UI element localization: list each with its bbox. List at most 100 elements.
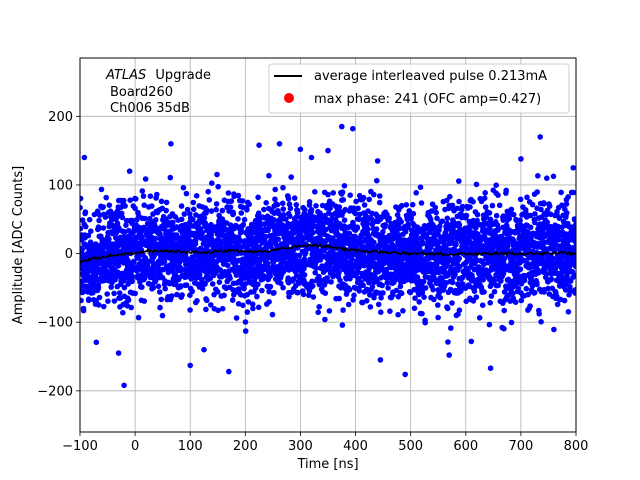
data-point — [193, 193, 200, 199]
data-point — [410, 210, 417, 217]
data-point — [351, 292, 357, 299]
data-point-outlier — [537, 134, 543, 140]
data-point-outlier — [308, 154, 315, 161]
data-point — [227, 204, 234, 210]
y-tick-label: 0 — [65, 247, 73, 262]
data-point — [301, 206, 308, 213]
data-point — [322, 290, 329, 297]
data-point — [534, 189, 540, 195]
data-point — [308, 207, 315, 213]
data-point — [139, 188, 146, 194]
data-point-outlier — [297, 146, 304, 153]
data-point-outlier — [256, 142, 262, 148]
data-point — [420, 278, 427, 285]
data-point — [325, 191, 331, 198]
data-point-outlier — [325, 147, 331, 154]
data-point — [95, 302, 102, 308]
data-point — [204, 297, 210, 304]
data-point — [208, 302, 214, 308]
data-point — [213, 201, 220, 207]
data-point — [96, 294, 103, 301]
data-point — [328, 279, 334, 285]
data-point — [430, 286, 437, 293]
data-point — [205, 188, 211, 195]
data-point — [240, 302, 246, 309]
x-tick-label: 200 — [233, 439, 258, 454]
data-point — [378, 309, 384, 316]
data-point — [244, 309, 251, 315]
data-point — [216, 279, 223, 286]
data-point-outlier — [168, 141, 174, 147]
data-point — [482, 204, 489, 210]
data-point — [219, 305, 226, 312]
data-point — [565, 309, 572, 315]
data-point — [300, 291, 307, 298]
x-axis-label: Time [ns] — [296, 457, 358, 472]
data-point — [172, 271, 179, 278]
data-point — [188, 261, 194, 268]
data-point — [280, 206, 287, 212]
data-point-outlier — [570, 165, 576, 171]
data-point — [310, 229, 316, 236]
data-point — [280, 284, 286, 291]
data-point — [120, 309, 126, 316]
data-point-outlier — [350, 125, 356, 132]
data-point — [85, 296, 92, 303]
data-point — [316, 304, 323, 310]
data-point — [398, 290, 405, 297]
data-point — [88, 228, 94, 234]
data-point — [266, 288, 272, 295]
data-point — [86, 216, 93, 223]
data-point — [178, 203, 185, 209]
data-point — [201, 215, 208, 221]
data-point — [479, 302, 486, 309]
data-point — [371, 191, 377, 198]
data-point — [183, 190, 190, 197]
data-point — [155, 283, 162, 290]
data-point — [291, 195, 298, 201]
data-point — [339, 322, 346, 328]
data-point — [269, 311, 276, 318]
data-point — [339, 189, 346, 195]
data-point — [413, 190, 420, 196]
data-point — [517, 266, 524, 273]
data-point — [275, 236, 282, 243]
data-point — [379, 282, 386, 289]
data-point — [550, 173, 557, 180]
data-point — [564, 210, 570, 216]
data-point — [456, 198, 462, 205]
annotation-channel: Ch006 35dB — [110, 101, 190, 116]
data-point — [496, 202, 503, 209]
data-point — [256, 244, 263, 250]
data-point — [217, 238, 224, 244]
data-point — [256, 262, 263, 268]
data-point — [239, 198, 246, 204]
data-point — [129, 278, 135, 285]
data-point — [158, 296, 165, 303]
data-point — [173, 224, 180, 230]
data-point — [336, 295, 343, 302]
data-point — [376, 199, 383, 206]
data-point — [493, 182, 500, 188]
data-point — [543, 271, 550, 278]
data-point — [312, 189, 318, 195]
legend-entry-max-phase: max phase: 241 (OFC amp=0.427) — [314, 92, 541, 107]
data-point — [255, 304, 262, 311]
data-point — [346, 286, 353, 293]
data-point — [263, 200, 270, 206]
data-point — [140, 193, 147, 199]
data-point — [242, 328, 249, 334]
data-point — [456, 307, 463, 314]
data-point — [550, 255, 556, 261]
data-point — [527, 303, 533, 309]
data-point — [238, 210, 245, 216]
data-point — [561, 297, 568, 304]
data-point — [230, 211, 237, 217]
data-point — [158, 198, 165, 205]
data-point — [473, 294, 480, 300]
data-point-outlier — [468, 338, 475, 345]
data-point — [322, 316, 328, 323]
x-tick-label: 600 — [453, 439, 478, 454]
data-point — [82, 223, 89, 230]
data-point — [481, 195, 488, 201]
